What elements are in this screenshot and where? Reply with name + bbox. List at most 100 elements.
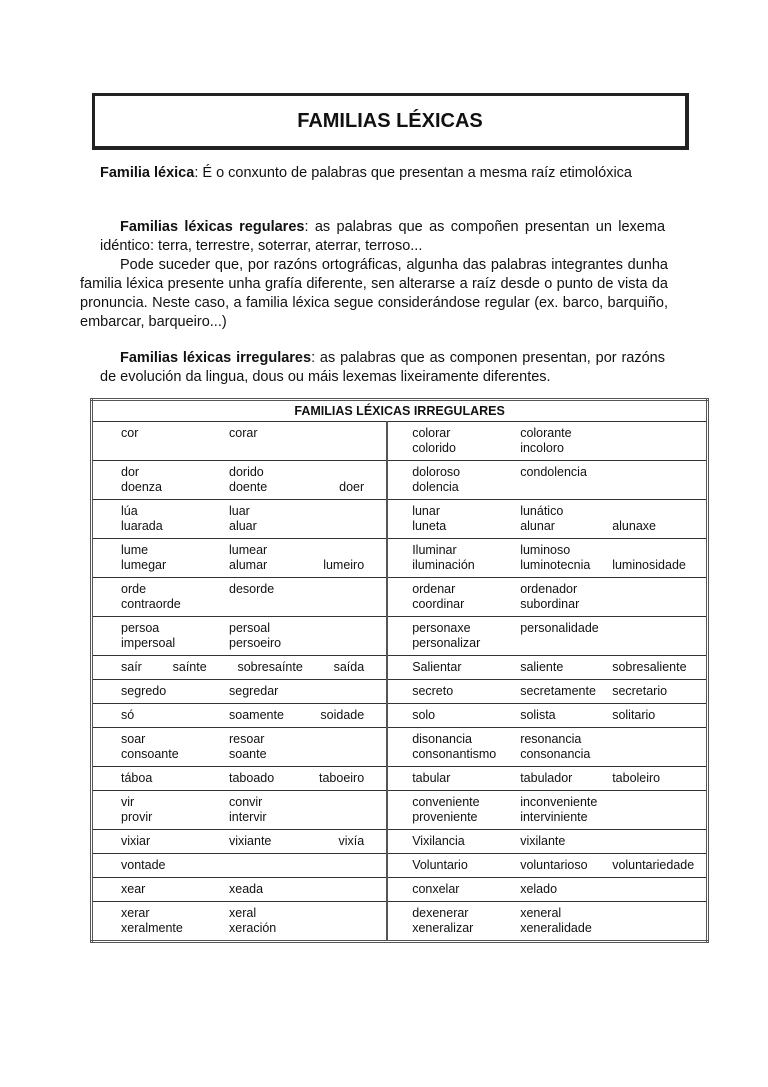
word: soar xyxy=(121,732,146,746)
text: : as palabras que as componen presentan,… xyxy=(100,350,665,385)
term: Familia léxica xyxy=(100,165,195,181)
word-line: doloroso condolencia xyxy=(412,465,694,480)
word: contraorde xyxy=(121,597,181,611)
word-line: orde desorde xyxy=(121,582,364,597)
word: luar xyxy=(229,504,250,518)
word: vir xyxy=(121,795,135,809)
word: vixiante xyxy=(229,834,272,848)
word: solo xyxy=(412,708,436,722)
word: desorde xyxy=(229,582,275,596)
left-cell: soar resoar consoante soante xyxy=(91,727,389,767)
word: soamente xyxy=(229,708,284,722)
word: taboleiro xyxy=(612,771,661,785)
word: dor xyxy=(121,465,140,479)
left-cell: orde desorde contraorde xyxy=(91,577,389,617)
word: vixilante xyxy=(520,834,566,848)
word: lumeiro xyxy=(323,558,365,572)
table-row: vir convir provir intervir conveniente inconv… xyxy=(91,790,709,830)
word-line: disonancia resonancia xyxy=(412,732,694,747)
word: alunaxe xyxy=(612,519,656,533)
word-line: xear xeada xyxy=(121,882,364,897)
word: soante xyxy=(229,747,267,761)
word-line: proveniente interviniente xyxy=(412,810,694,825)
table-row: segredo segredar secreto secretamente secret… xyxy=(91,679,709,704)
page-title: FAMILIAS LÉXICAS xyxy=(297,110,483,132)
word-line: tabular tabulador taboleiro xyxy=(412,771,694,786)
right-cell: personaxe personalidade personalizar xyxy=(386,616,709,656)
word: xeada xyxy=(229,882,264,896)
word: coordinar xyxy=(412,597,465,611)
word: xerar xyxy=(121,906,150,920)
paragraph-irregular: Familias léxicas irregulares: as palabra… xyxy=(100,349,665,387)
word-line: táboa taboado taboeiro xyxy=(121,771,364,786)
title-box: FAMILIAS LÉXICAS xyxy=(92,93,689,150)
word: segredar xyxy=(229,684,279,698)
word: orde xyxy=(121,582,147,596)
word: resoar xyxy=(229,732,265,746)
right-cell: conxelar xelado xyxy=(386,877,709,902)
word-line: consoante soante xyxy=(121,747,364,762)
word: xeneralidade xyxy=(520,921,592,935)
table-row: só soamente soidade solo solista solitario xyxy=(91,703,709,728)
word: disonancia xyxy=(412,732,472,746)
word: saínte xyxy=(172,660,207,674)
word: convir xyxy=(229,795,263,809)
table-row: lúa luar luarada aluar lunar lunático luneta al… xyxy=(91,499,709,539)
word-line: luarada aluar xyxy=(121,519,364,534)
right-cell: dexenerar xeneral xeneralizar xeneralidade xyxy=(386,901,709,942)
word: ordenar xyxy=(412,582,456,596)
word: consoante xyxy=(121,747,179,761)
word-line: colorar colorante xyxy=(412,426,694,441)
right-cell: Salientar saliente sobresaliente xyxy=(386,655,709,680)
word: lúa xyxy=(121,504,138,518)
word-line: segredo segredar xyxy=(121,684,364,699)
word: luarada xyxy=(121,519,163,533)
word: Vixilancia xyxy=(412,834,465,848)
word-line: Voluntario voluntarioso voluntariedade xyxy=(412,858,694,873)
word: condolencia xyxy=(520,465,587,479)
word: corar xyxy=(229,426,258,440)
word: voluntariedade xyxy=(612,858,695,872)
word: proveniente xyxy=(412,810,478,824)
table-row: saír saínte sobresaínte saída Salientar salie… xyxy=(91,655,709,680)
table-row: táboa taboado taboeiro tabular tabulador tabo… xyxy=(91,766,709,791)
word: saliente xyxy=(520,660,564,674)
word: doer xyxy=(339,480,365,494)
word: consonancia xyxy=(520,747,591,761)
word: lumegar xyxy=(121,558,167,572)
word: vixía xyxy=(338,834,365,848)
word-line: persoa persoal xyxy=(121,621,364,636)
paragraph-definition: Familia léxica: É o conxunto de palabras… xyxy=(100,164,665,183)
left-cell: saír saínte sobresaínte saída xyxy=(91,655,389,680)
word-line: Salientar saliente sobresaliente xyxy=(412,660,694,675)
word: Voluntario xyxy=(412,858,468,872)
table-header: FAMILIAS LÉXICAS IRREGULARES xyxy=(90,399,709,422)
word-line: dexenerar xeneral xyxy=(412,906,694,921)
irregular-families-table: FAMILIAS LÉXICAS IRREGULARES cor corar col… xyxy=(90,398,710,943)
word: colorido xyxy=(412,441,456,455)
word-line: lúa luar xyxy=(121,504,364,519)
word: xeneral xyxy=(520,906,562,920)
table-row: dor dorido doenza doente doer doloroso condole… xyxy=(91,460,709,500)
right-cell: solo solista solitario xyxy=(386,703,709,728)
word: ordenador xyxy=(520,582,578,596)
word: taboado xyxy=(229,771,275,785)
word-line: cor corar xyxy=(121,426,364,441)
word: persoal xyxy=(229,621,270,635)
left-cell: cor corar xyxy=(91,421,389,461)
left-cell: vir convir provir intervir xyxy=(91,790,389,830)
word-line: provir intervir xyxy=(121,810,364,825)
word: Iluminar xyxy=(412,543,457,557)
word-line: luneta alunar alunaxe xyxy=(412,519,694,534)
word-line: iluminación luminotecnia luminosidade xyxy=(412,558,694,573)
word: solitario xyxy=(612,708,656,722)
word-line: colorido incoloro xyxy=(412,441,694,456)
word: lunático xyxy=(520,504,564,518)
word: sobresaliente xyxy=(612,660,687,674)
word: conxelar xyxy=(412,882,460,896)
left-cell: lúa luar luarada aluar xyxy=(91,499,389,539)
word: soidade xyxy=(320,708,365,722)
word: personaxe xyxy=(412,621,471,635)
word: Salientar xyxy=(412,660,462,674)
text: : É o conxunto de palabras que presentan… xyxy=(194,165,632,181)
